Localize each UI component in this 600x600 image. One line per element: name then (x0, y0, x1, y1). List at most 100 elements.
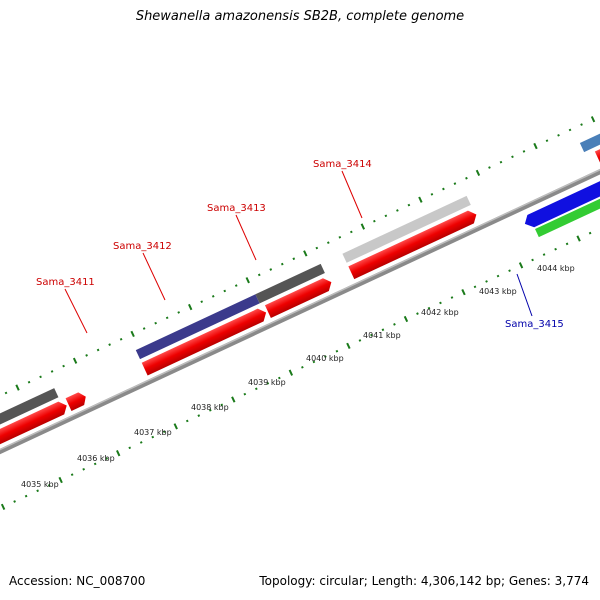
lower-tick-minor (508, 269, 511, 273)
upper-tick-minor (4, 391, 8, 395)
upper-tick-minor (165, 316, 169, 320)
upper-tick-minor (119, 337, 123, 341)
gene-green (535, 181, 600, 238)
lower-tick-major (231, 396, 236, 403)
upper-tick-minor (442, 187, 445, 191)
lower-tick-major (576, 235, 581, 242)
lower-tick-major (346, 342, 351, 349)
upper-tick-minor (292, 257, 296, 261)
upper-tick-major (303, 250, 308, 257)
tick-label: 4040 kbp (306, 354, 344, 363)
upper-tick-minor (511, 155, 514, 159)
gene-label-sama-3412: Sama_3412 (113, 241, 172, 252)
lower-tick-minor (139, 441, 143, 444)
leader-sama-3414 (341, 170, 363, 219)
lower-tick-minor (70, 473, 74, 476)
leader-sama-3415 (516, 273, 533, 317)
upper-tick-minor (407, 203, 411, 207)
upper-tick-minor (108, 343, 111, 346)
genome-backbone (0, 129, 600, 490)
lower-tick-minor (554, 247, 557, 251)
lower-tick-major (173, 423, 178, 430)
upper-tick-minor (545, 139, 549, 143)
upper-tick-major (188, 303, 193, 311)
lower-tick-minor (393, 323, 396, 326)
lower-tick-minor (427, 306, 431, 310)
lower-tick-minor (254, 387, 258, 391)
tick-label: 4042 kbp (421, 308, 459, 317)
upper-tick-minor (154, 321, 157, 325)
leader-sama-3413 (235, 214, 257, 261)
gene-label-sama-3414: Sama_3414 (313, 159, 372, 170)
upper-tick-minor (257, 273, 261, 277)
upper-tick-minor (568, 128, 572, 132)
upper-tick-major (72, 357, 78, 364)
accession-text: Accession: NC_008700 (9, 574, 146, 588)
upper-tick-minor (557, 133, 560, 137)
cds-arrow-3 (141, 308, 267, 376)
upper-tick-minor (430, 193, 434, 196)
upper-tick-minor (522, 150, 526, 153)
lower-tick-minor (301, 365, 304, 369)
upper-tick-minor (580, 123, 583, 126)
upper-tick-minor (85, 354, 88, 357)
topology-text: Topology: circular; Length: 4,306,142 bp… (259, 574, 589, 588)
lower-tick-minor (162, 430, 166, 434)
lower-tick-minor (416, 312, 419, 315)
lower-tick-major (518, 262, 524, 269)
lower-tick-minor (370, 333, 373, 337)
upper-tick-major (418, 196, 423, 203)
gene-light-gray (342, 195, 471, 263)
upper-tick-minor (234, 284, 238, 287)
upper-tick-major (130, 330, 135, 338)
lower-tick-minor (485, 280, 488, 283)
lower-tick-minor (324, 355, 327, 358)
upper-tick-major (360, 223, 366, 230)
cds-arrow-4 (264, 278, 332, 318)
tick-label: 4036 kbp (77, 454, 115, 463)
upper-tick-minor (465, 176, 468, 180)
leader-sama-3412 (142, 252, 166, 301)
kbp-tick-labels: 4035 kbp 4036 kbp 4037 kbp 4038 kbp 4039… (21, 264, 575, 489)
feature-row-top (0, 100, 600, 438)
upper-tick-minor (373, 219, 376, 223)
lower-tick-minor (278, 376, 281, 380)
upper-tick-minor (350, 230, 353, 234)
gene-label-sama-3415: Sama_3415 (505, 319, 564, 330)
upper-tick-minor (177, 311, 181, 314)
tick-label: 4037 kbp (134, 428, 172, 437)
upper-tick-minor (50, 370, 54, 373)
upper-tick-minor (142, 327, 146, 330)
gene-dark-gray-2 (255, 263, 325, 304)
lower-tick-minor (47, 484, 51, 487)
upper-tick-minor (315, 246, 319, 250)
lower-tick-minor (542, 253, 546, 256)
lower-tick-minor (82, 467, 86, 471)
upper-tick-minor (384, 214, 388, 218)
upper-tick-minor (453, 182, 457, 185)
upper-tick-minor (27, 380, 31, 384)
page-title: Shewanella amazonensis SB2B, complete ge… (135, 9, 465, 24)
lower-tick-minor (93, 462, 97, 466)
upper-tick-minor (396, 209, 399, 212)
upper-tick-major (590, 116, 596, 123)
leader-sama-3411 (64, 288, 88, 334)
upper-tick-major (245, 277, 250, 284)
gene-dark-gray-1 (0, 388, 59, 438)
tick-label: 4039 kbp (248, 378, 286, 387)
cds-arrow-5 (348, 210, 477, 280)
lower-tick-major (403, 315, 409, 323)
upper-tick-minor (499, 160, 503, 164)
tick-label: 4038 kbp (191, 403, 229, 412)
gene-steel-blue (579, 100, 600, 153)
lower-tick-major (288, 369, 294, 376)
upper-tick-minor (280, 262, 284, 266)
genome-backbone-highlight (0, 129, 600, 487)
lower-tick-minor (450, 296, 454, 299)
lower-tick-minor (312, 360, 316, 364)
upper-tick-minor (338, 235, 342, 239)
lower-tick-ruler (0, 231, 592, 510)
upper-tick-major (475, 169, 481, 177)
lower-tick-minor (381, 328, 385, 332)
